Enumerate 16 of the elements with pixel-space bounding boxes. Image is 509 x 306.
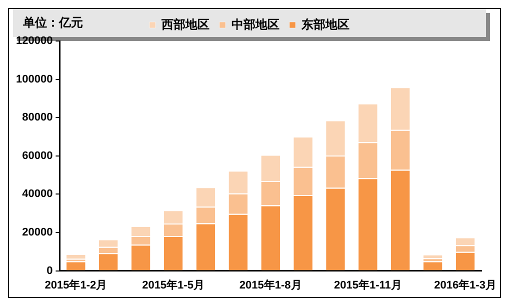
y-tick-label: 60000: [22, 150, 53, 162]
x-tick-label: 2016年1-3月: [434, 278, 496, 292]
x-tick-label: 2015年1-8月: [239, 278, 302, 292]
legend-label: 中部地区: [232, 17, 280, 32]
y-tick-label: 40000: [22, 188, 53, 200]
legend-label: 西部地区: [160, 17, 210, 32]
legend-label: 东部地区: [300, 17, 350, 32]
x-tick-label: 2015年1-11月: [334, 278, 402, 292]
y-tick-label: 100000: [16, 73, 53, 86]
y-tick-label: 120000: [16, 35, 53, 48]
y-tick-label: 20000: [22, 226, 53, 239]
x-tick-label: 2015年1-2月: [44, 278, 108, 292]
x-tick-label: 2015年1-5月: [142, 278, 204, 292]
y-tick-label: 80000: [22, 112, 53, 124]
text: 单位：亿元: [22, 15, 83, 30]
y-tick-label: 0: [46, 264, 53, 277]
